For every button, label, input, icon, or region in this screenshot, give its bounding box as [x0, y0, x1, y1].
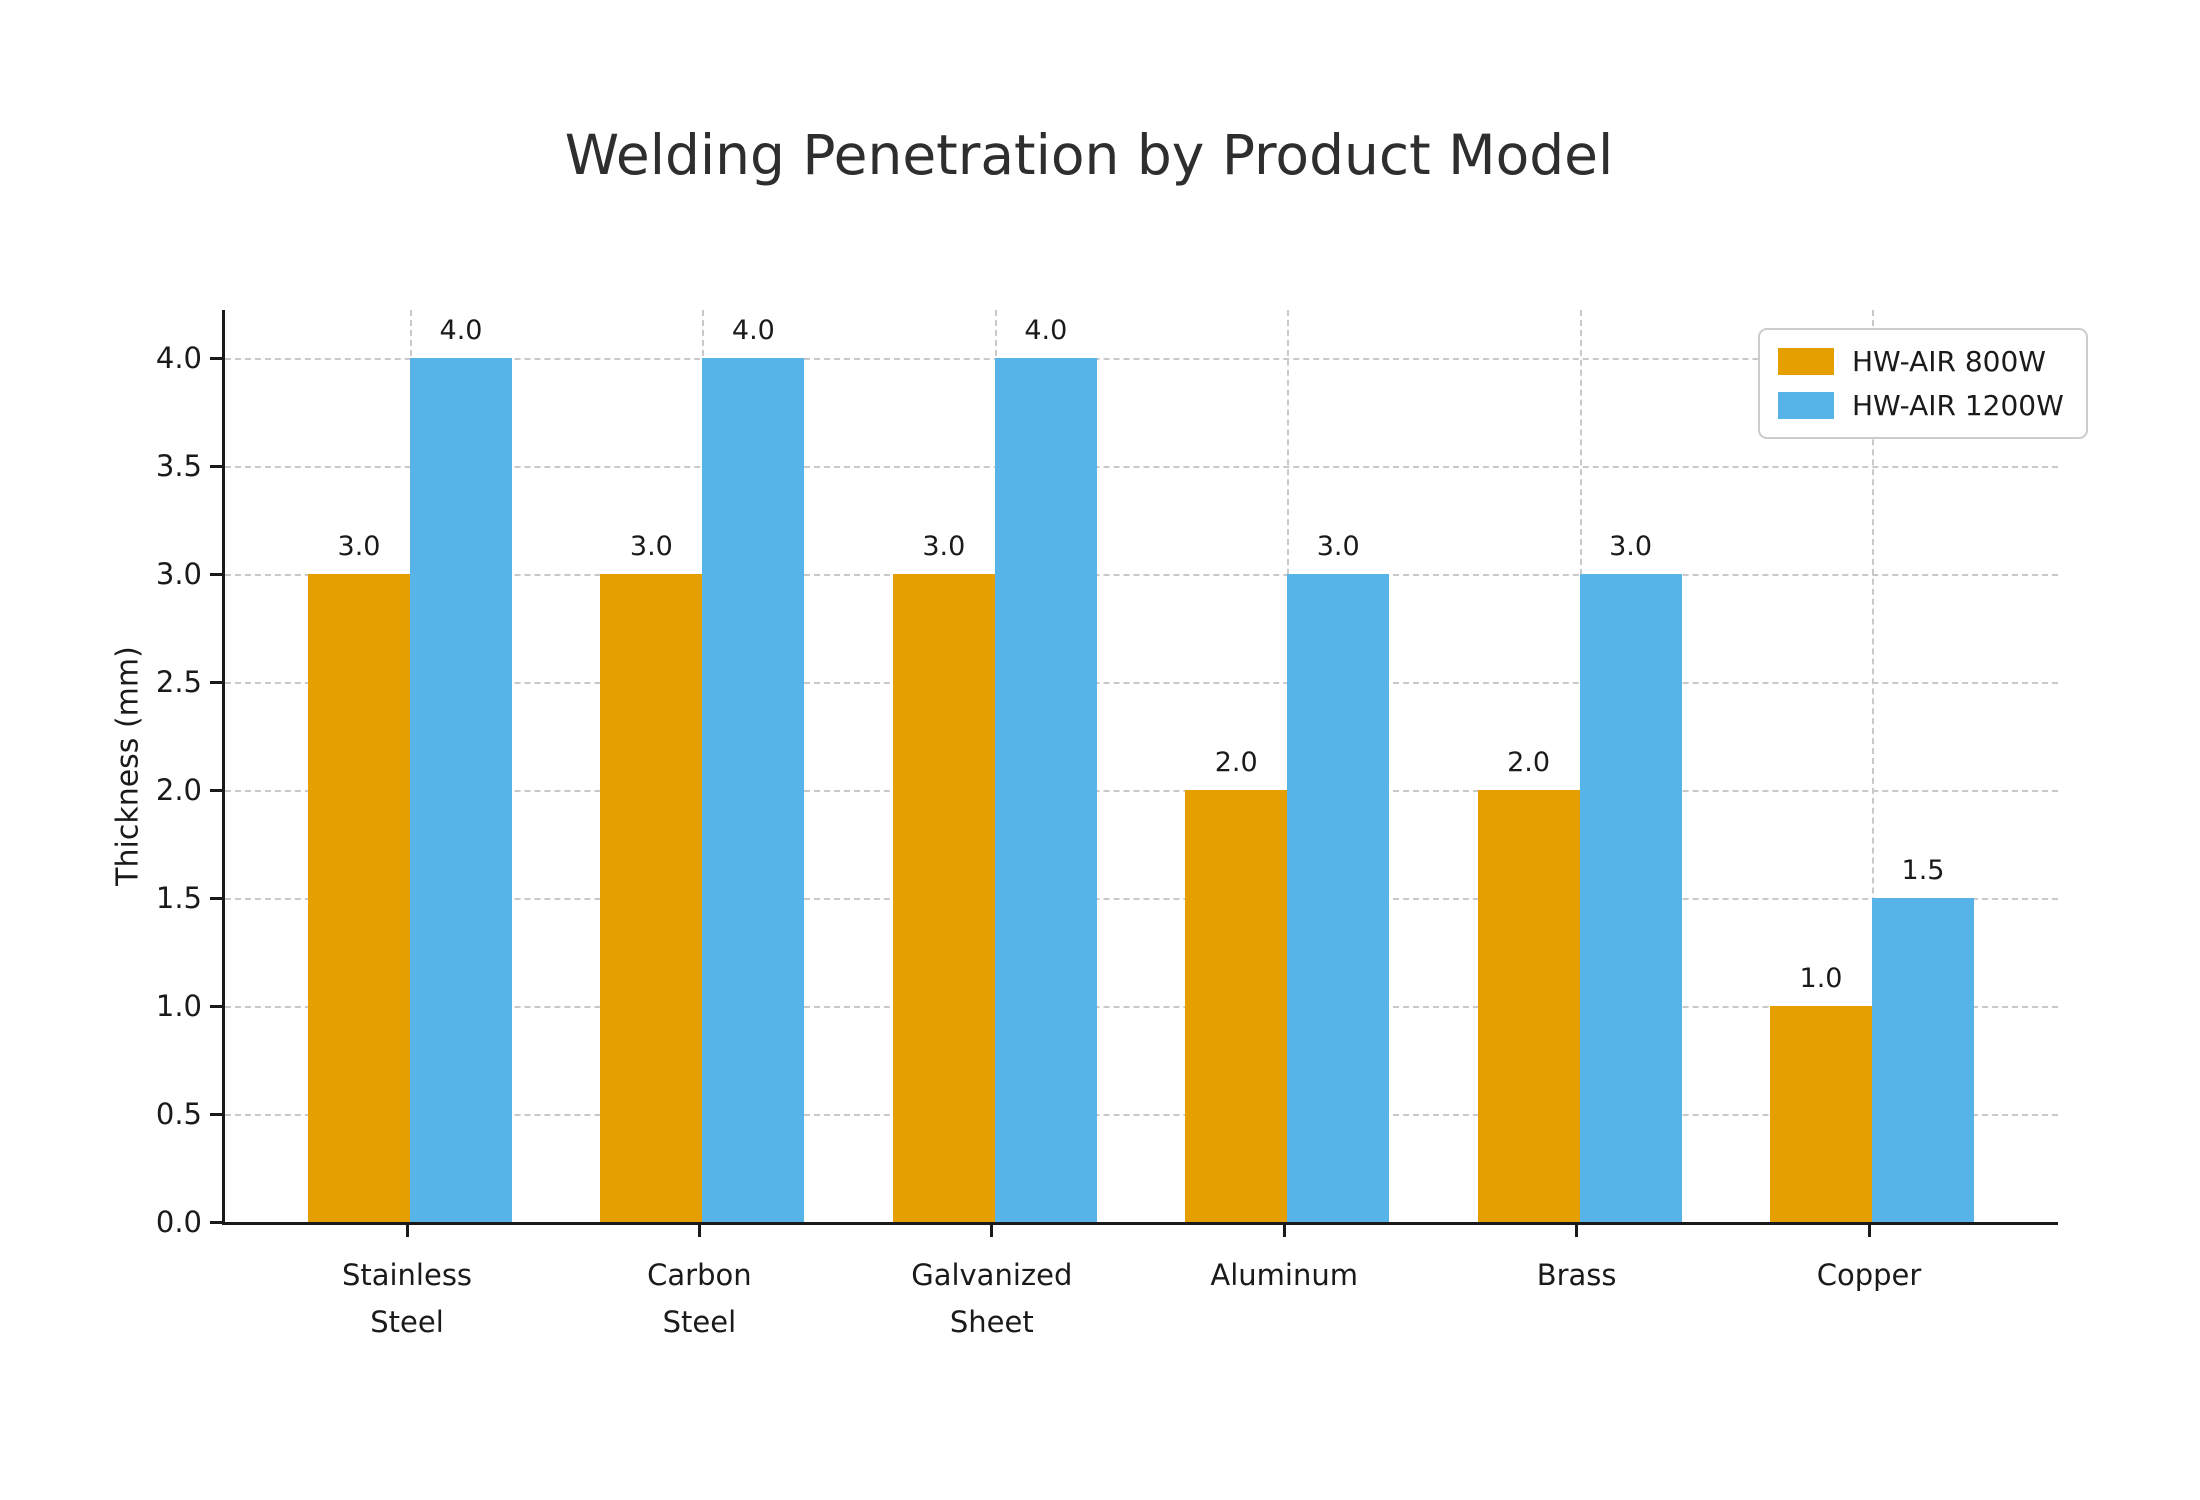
x-tick-mark [697, 1225, 701, 1237]
horizontal-gridline [225, 574, 2058, 576]
y-tick-mark [210, 681, 222, 684]
horizontal-gridline [225, 466, 2058, 468]
horizontal-gridline [225, 790, 2058, 792]
x-tick-label: Stainless Steel [341, 1258, 473, 1339]
x-tick-mark [1282, 1225, 1286, 1237]
bar-series-2 [1579, 574, 1682, 1222]
y-tick-mark [210, 357, 222, 360]
bar-value-label: 3.0 [337, 531, 381, 562]
bar-series-1 [1185, 790, 1288, 1222]
chart-title: Welding Penetration by Product Model [564, 123, 1614, 187]
y-tick-label: 2.5 [155, 665, 202, 699]
bar-value-label: 4.0 [731, 315, 775, 346]
bar-value-label: 3.0 [629, 531, 673, 562]
bar-value-label: 2.0 [1507, 747, 1551, 778]
x-tick-mark [1575, 1225, 1579, 1237]
y-tick-label: 2.0 [155, 773, 202, 807]
y-tick-label: 3.0 [155, 557, 202, 591]
legend: HW-AIR 800W HW-AIR 1200W [1758, 328, 2088, 439]
y-tick-mark [210, 1113, 222, 1116]
horizontal-gridline [225, 1006, 2058, 1008]
x-tick-mark [990, 1225, 994, 1237]
y-tick-mark [210, 789, 222, 792]
x-tick-label: Galvanized Sheet [911, 1258, 1073, 1339]
bar-series-2 [994, 358, 1097, 1222]
bar-series-1 [1477, 790, 1580, 1222]
legend-entry: HW-AIR 800W [1778, 345, 2064, 378]
horizontal-gridline [225, 898, 2058, 900]
y-tick-mark [210, 897, 222, 900]
y-tick-label: 1.5 [155, 881, 202, 915]
bar-value-label: 3.0 [1609, 531, 1653, 562]
horizontal-gridline [225, 1114, 2058, 1116]
y-tick-mark [210, 1005, 222, 1008]
bar-value-label: 4.0 [1024, 315, 1068, 346]
y-tick-label: 4.0 [155, 341, 202, 375]
legend-swatch-series-1 [1778, 348, 1834, 375]
plot-area: 3.0 3.0 3.0 2.0 2.0 1.0 4.0 4.0 4.0 3.0 3.0 1.5 [222, 310, 2058, 1225]
y-tick-mark [210, 573, 222, 576]
vertical-gridline [1872, 310, 1874, 1222]
y-tick-label: 0.0 [155, 1205, 202, 1239]
x-tick-label: Carbon Steel [647, 1258, 752, 1339]
x-tick-label: Aluminum [1210, 1258, 1358, 1292]
bar-value-label: 4.0 [439, 315, 483, 346]
legend-swatch-series-2 [1778, 392, 1834, 419]
bar-value-label: 3.0 [922, 531, 966, 562]
bar-value-label: 1.0 [1799, 963, 1843, 994]
x-tick-mark [405, 1225, 409, 1237]
bar-series-2 [410, 358, 512, 1222]
horizontal-gridline [225, 682, 2058, 684]
y-tick-mark [210, 1221, 222, 1224]
x-tick-label: Copper [1816, 1258, 1922, 1292]
legend-label-series-2: HW-AIR 1200W [1852, 389, 2064, 422]
horizontal-gridline [225, 358, 2058, 360]
y-tick-label: 1.0 [155, 989, 202, 1023]
y-tick-mark [210, 465, 222, 468]
legend-label-series-1: HW-AIR 800W [1852, 345, 2046, 378]
bar-value-label: 1.5 [1901, 855, 1945, 886]
bar-series-1 [308, 574, 410, 1222]
bar-value-label: 2.0 [1214, 747, 1258, 778]
x-tick-mark [1867, 1225, 1871, 1237]
legend-entry: HW-AIR 1200W [1778, 389, 2064, 422]
bar-series-2 [1872, 898, 1974, 1222]
bar-series-1 [600, 574, 703, 1222]
bar-value-label: 3.0 [1316, 531, 1360, 562]
y-tick-label: 0.5 [155, 1097, 202, 1131]
bar-series-1 [892, 574, 995, 1222]
bar-series-2 [702, 358, 805, 1222]
bar-series-2 [1287, 574, 1390, 1222]
x-tick-label: Brass [1536, 1258, 1617, 1292]
y-tick-label: 3.5 [155, 449, 202, 483]
bar-series-1 [1770, 1006, 1872, 1222]
